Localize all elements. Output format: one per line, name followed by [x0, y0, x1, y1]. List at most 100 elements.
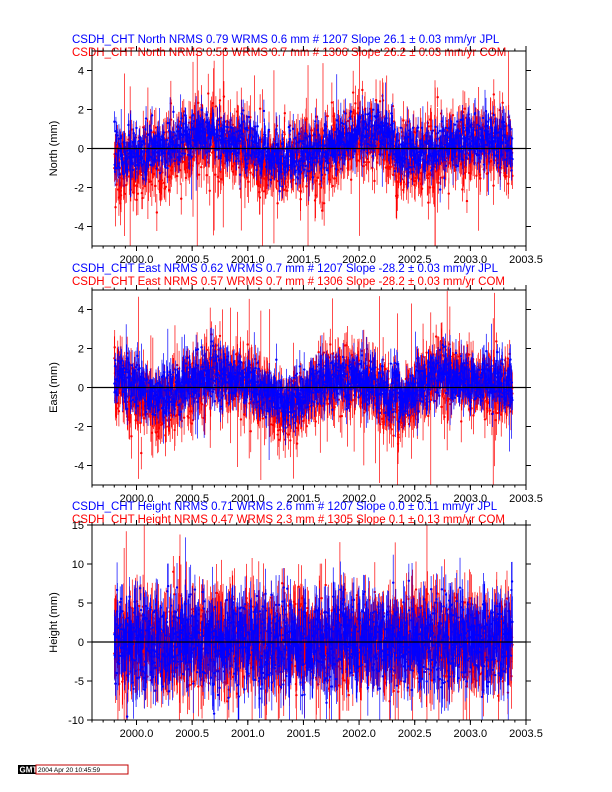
data-point [261, 155, 264, 159]
data-point [248, 145, 251, 149]
data-point [487, 120, 490, 123]
data-point [292, 178, 295, 181]
data-point [212, 150, 215, 154]
data-point [443, 143, 447, 146]
data-point [453, 123, 457, 126]
data-point [337, 128, 340, 132]
data-point [390, 142, 394, 146]
data-point [415, 138, 418, 141]
data-point [411, 126, 415, 129]
data-point [292, 164, 296, 168]
data-point [133, 180, 137, 183]
data-point [143, 142, 146, 146]
data-point [191, 114, 194, 117]
data-point [160, 179, 164, 182]
data-point [324, 159, 328, 163]
data-point [176, 137, 179, 140]
data-point [194, 142, 198, 145]
data-point [330, 101, 334, 104]
data-point [165, 143, 168, 146]
data-point [183, 159, 187, 163]
data-point [124, 160, 128, 163]
data-point [190, 126, 194, 130]
data-point [399, 155, 402, 158]
data-point [169, 156, 173, 159]
data-point [412, 149, 415, 152]
data-point [464, 165, 467, 169]
data-point [141, 196, 144, 200]
data-point [125, 154, 128, 158]
data-point [238, 139, 241, 143]
data-point [137, 139, 141, 143]
data-point [266, 145, 269, 149]
data-point [356, 137, 359, 140]
data-point [144, 173, 147, 176]
data-point [413, 154, 417, 157]
data-point [453, 144, 456, 148]
data-point [408, 132, 412, 136]
data-point [184, 163, 187, 166]
data-point [131, 191, 135, 194]
data-point [446, 135, 449, 139]
data-point [323, 173, 327, 176]
data-point [278, 190, 281, 193]
data-point [444, 164, 448, 168]
data-point [498, 166, 502, 169]
data-point [154, 139, 157, 143]
data-point [366, 142, 369, 146]
data-point [182, 110, 186, 113]
data-point [282, 188, 286, 192]
data-point [262, 163, 266, 166]
data-point [391, 157, 395, 160]
data-point [126, 168, 129, 171]
data-point [271, 152, 274, 156]
data-point [300, 157, 303, 160]
data-point [189, 128, 193, 132]
data-point [322, 202, 326, 205]
data-point [389, 165, 392, 169]
data-point [429, 154, 432, 157]
data-point [336, 142, 339, 145]
data-point [477, 124, 481, 128]
data-point [240, 163, 243, 166]
data-point [361, 114, 364, 117]
data-point [217, 180, 220, 183]
data-point [140, 191, 144, 195]
data-point [449, 140, 452, 143]
data-point [432, 165, 436, 168]
data-point [416, 129, 419, 133]
data-point [436, 137, 439, 141]
data-point [426, 131, 429, 134]
data-point [329, 154, 333, 157]
data-point [155, 141, 159, 144]
data-point [123, 141, 126, 145]
data-point [388, 131, 392, 134]
data-point [143, 171, 147, 174]
data-point [407, 172, 410, 175]
data-point [140, 157, 144, 160]
data-point [488, 151, 491, 154]
data-point [144, 117, 148, 120]
data-point [216, 119, 219, 122]
data-point [114, 206, 117, 209]
data-point [127, 133, 131, 137]
data-point [116, 134, 119, 137]
data-point [196, 126, 200, 130]
data-point [482, 144, 485, 147]
data-point [369, 107, 372, 111]
data-point [351, 91, 355, 94]
data-point [448, 127, 452, 130]
data-point [115, 166, 119, 170]
data-point [231, 136, 235, 139]
data-point [267, 128, 271, 131]
data-point [188, 136, 192, 139]
data-point [126, 149, 130, 153]
data-point [304, 136, 307, 140]
data-point [147, 157, 150, 160]
data-point [433, 156, 437, 159]
data-point [239, 146, 242, 149]
data-point [250, 153, 253, 157]
data-point [169, 140, 172, 143]
data-point [226, 158, 229, 161]
data-point [294, 182, 298, 185]
